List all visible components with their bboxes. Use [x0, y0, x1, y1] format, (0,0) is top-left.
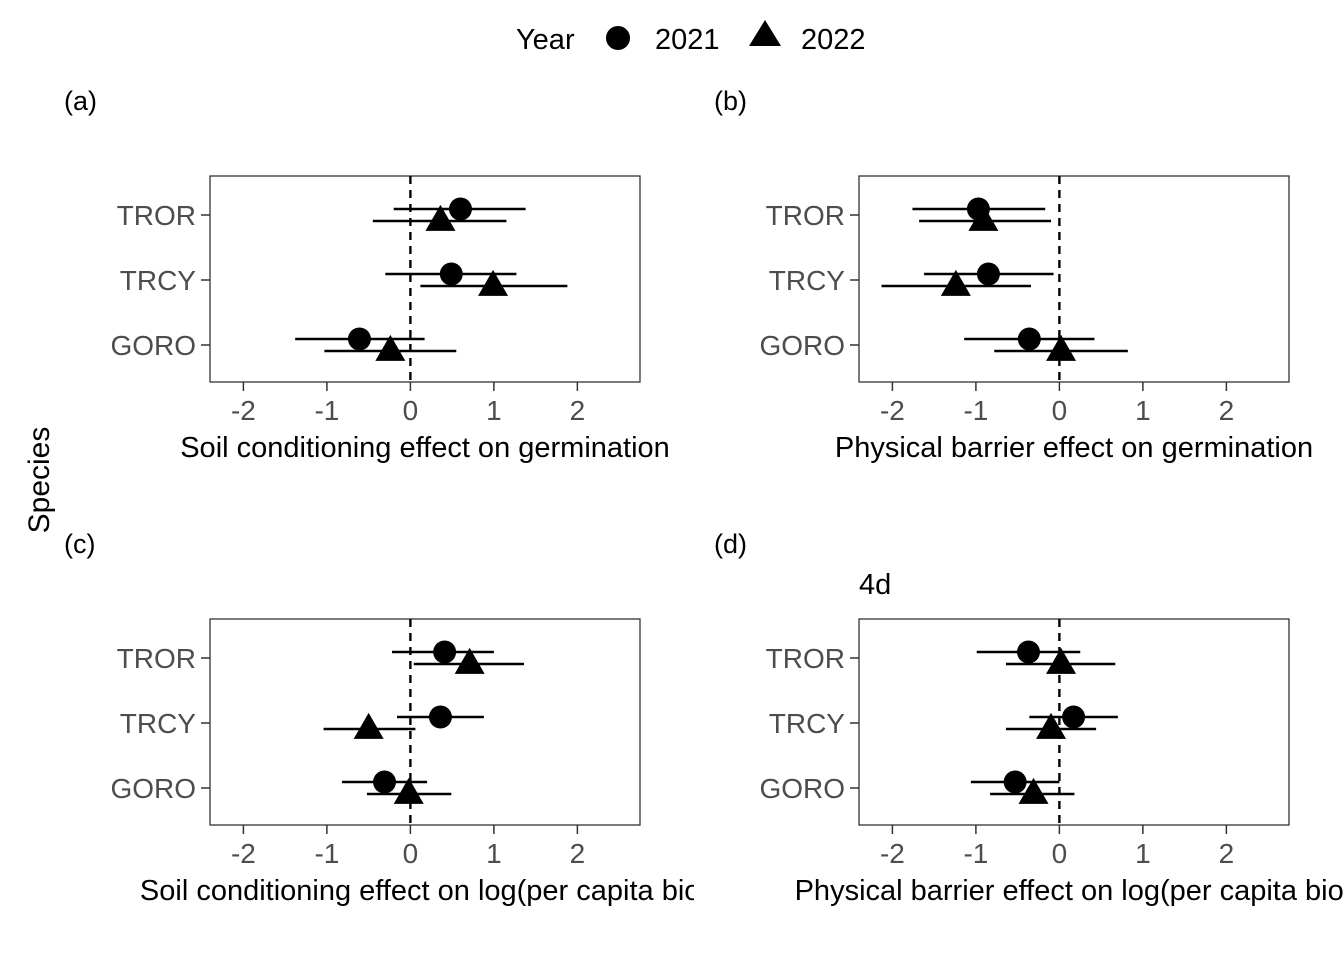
x-axis-title: Soil conditioning effect on log(per capi…	[140, 875, 711, 907]
point-triangle-tror-2022	[425, 204, 456, 231]
x-tick-label: 1	[486, 838, 502, 869]
point-triangle-goro-2022	[1018, 777, 1049, 804]
legend-label-2021: 2021	[655, 24, 720, 56]
x-tick-label: -2	[880, 395, 905, 426]
point-circle-tror-2021	[448, 197, 472, 221]
x-tick-label: 0	[403, 838, 419, 869]
point-triangle-trcy-2022	[940, 269, 971, 296]
x-tick-label: -1	[963, 395, 988, 426]
point-triangle-tror-2022	[1046, 647, 1077, 674]
panel-tag: (c)	[64, 529, 95, 559]
x-tick-label: 2	[570, 838, 586, 869]
x-tick-label: -1	[963, 838, 988, 869]
x-tick-label: 0	[1052, 395, 1068, 426]
plot-frame	[858, 175, 1290, 383]
point-circle-trcy-2021	[976, 262, 1000, 286]
y-tick-label-goro: GORO	[110, 773, 196, 804]
y-tick-label-goro: GORO	[759, 773, 845, 804]
y-tick-label-tror: TROR	[766, 643, 845, 674]
y-tick-label-trcy: TRCY	[769, 265, 846, 296]
y-tick-label-tror: TROR	[117, 643, 196, 674]
y-tick-label-goro: GORO	[110, 330, 196, 361]
x-axis-title: Physical barrier effect on germination	[835, 432, 1313, 464]
x-tick-label: 2	[1219, 838, 1235, 869]
y-tick-label-trcy: TRCY	[120, 708, 197, 739]
x-axis-title: Soil conditioning effect on germination	[180, 432, 670, 464]
point-triangle-trcy-2022	[1036, 712, 1067, 739]
y-tick-label-tror: TROR	[117, 200, 196, 231]
point-triangle-goro-2022	[393, 777, 424, 804]
legend-title: Year	[516, 24, 575, 56]
x-tick-label: 1	[486, 395, 502, 426]
panel-title: 4d	[859, 569, 891, 601]
x-tick-label: 0	[1052, 838, 1068, 869]
x-tick-label: 1	[1135, 838, 1151, 869]
legend: Year 2021 2022	[516, 20, 866, 56]
panel-tag: (b)	[714, 86, 747, 116]
plot-frame	[209, 175, 641, 383]
x-tick-label: -1	[314, 838, 339, 869]
plot-frame	[209, 618, 641, 826]
point-circle-trcy-2021	[428, 705, 452, 729]
point-circle-goro-2021	[1003, 770, 1027, 794]
x-tick-label: -2	[231, 838, 256, 869]
legend-triangle-key	[749, 20, 781, 46]
x-axis-title: Physical barrier effect on log(per capit…	[795, 875, 1344, 907]
x-tick-label: -1	[314, 395, 339, 426]
point-triangle-tror-2022	[454, 647, 485, 674]
panel-b: (b) TROR TRCY GORO -2 -1 0 1 2 Physical barrier e…	[714, 86, 1313, 464]
panel-d: (d) 4d TROR TRCY GORO -2 -1 0 1 2 Physical barrier…	[714, 529, 1344, 907]
y-tick-label-tror: TROR	[766, 200, 845, 231]
x-tick-label: 2	[570, 395, 586, 426]
point-triangle-goro-2022	[1046, 334, 1077, 361]
point-triangle-goro-2022	[375, 334, 406, 361]
x-tick-label: 2	[1219, 395, 1235, 426]
legend-label-2022: 2022	[801, 24, 866, 56]
point-circle-goro-2021	[373, 770, 397, 794]
point-circle-tror-2021	[433, 640, 457, 664]
point-circle-trcy-2021	[439, 262, 463, 286]
y-tick-label-trcy: TRCY	[120, 265, 197, 296]
y-axis-title: Species	[23, 427, 56, 534]
point-circle-trcy-2021	[1062, 705, 1086, 729]
point-circle-goro-2021	[347, 327, 371, 351]
x-tick-label: -2	[880, 838, 905, 869]
y-tick-label-goro: GORO	[759, 330, 845, 361]
point-circle-tror-2021	[1016, 640, 1040, 664]
point-triangle-trcy-2022	[478, 269, 509, 296]
legend-circle-key	[606, 26, 630, 50]
panel-tag: (a)	[64, 86, 97, 116]
x-tick-label: 0	[403, 395, 419, 426]
x-tick-label: -2	[231, 395, 256, 426]
y-tick-label-trcy: TRCY	[769, 708, 846, 739]
point-triangle-trcy-2022	[353, 712, 384, 739]
x-tick-label: 1	[1135, 395, 1151, 426]
panel-tag: (d)	[714, 529, 747, 559]
point-circle-goro-2021	[1017, 327, 1041, 351]
panel-c: (c) TROR TRCY GORO -2 -1 0 1 2 Soil conditioning …	[64, 529, 711, 907]
point-triangle-tror-2022	[968, 204, 999, 231]
panel-a: (a) TROR TRCY GORO -2 -1 0 1 2 Soil conditioning …	[64, 86, 670, 464]
